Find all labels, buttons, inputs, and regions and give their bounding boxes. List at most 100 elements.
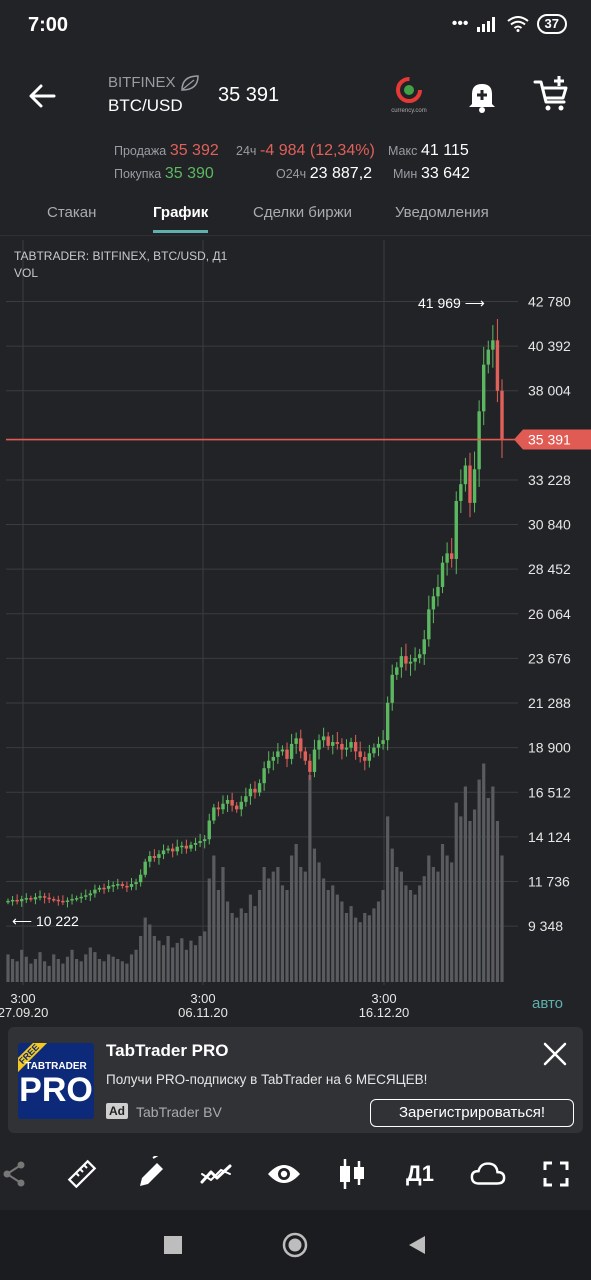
candle-body	[88, 893, 93, 896]
volume-bar	[358, 922, 362, 982]
volume-bar	[450, 862, 454, 982]
cart-plus-icon[interactable]	[532, 74, 572, 114]
volume-bar	[340, 901, 344, 982]
share-button[interactable]	[0, 1156, 32, 1192]
volume-bar	[395, 867, 399, 982]
candle-body	[84, 895, 88, 897]
volume-value: 23 887,2	[309, 165, 373, 182]
status-icons: ••• 37	[452, 14, 567, 34]
candle-body	[271, 757, 275, 761]
back-nav-icon[interactable]	[407, 1235, 427, 1255]
tab-order-book[interactable]: Стакан	[47, 204, 97, 221]
volume-bar	[312, 848, 317, 982]
volume-bar	[390, 848, 394, 982]
volume-bar	[93, 952, 97, 982]
candle-body	[363, 757, 367, 761]
y-tick-label: 42 780	[528, 293, 571, 309]
close-icon[interactable]	[542, 1041, 568, 1067]
candlestick-chart[interactable]: 42 780 40 392 38 004 33 228 30 840 28 452 26 0…	[0, 240, 591, 1020]
volume-bar	[75, 959, 79, 982]
volume-bar	[189, 940, 193, 982]
chart-type-button[interactable]	[334, 1156, 370, 1192]
current-price: 35 391	[218, 84, 280, 106]
volume-bar	[349, 906, 353, 982]
volume-bar	[125, 963, 129, 982]
home-icon[interactable]	[282, 1232, 308, 1258]
volume-bar	[244, 913, 248, 982]
volume-bar	[184, 949, 188, 982]
change-value: -4 984 (12,34%)	[260, 142, 375, 159]
back-arrow-icon[interactable]	[24, 78, 60, 114]
pencil-icon	[140, 1156, 163, 1186]
candle-body	[129, 884, 134, 887]
currency-com-logo[interactable]: currency.com	[386, 74, 432, 120]
candle-body	[97, 887, 102, 890]
sell-label: Продажа	[114, 144, 167, 158]
candle-body	[262, 768, 266, 784]
recents-icon[interactable]	[163, 1235, 183, 1255]
x-tick-date: 16.12.20	[359, 1005, 410, 1020]
candle-body	[408, 661, 413, 664]
volume-bar	[376, 901, 381, 982]
candle-body	[381, 740, 385, 744]
ad-banner[interactable]: FREE TABTRADER PRO TabTrader PRO Получи …	[8, 1027, 583, 1133]
indicators-button[interactable]	[198, 1156, 234, 1192]
volume-bar	[491, 786, 495, 982]
volume-bar	[29, 963, 33, 982]
volume-bar	[363, 913, 367, 982]
volume-bar	[230, 913, 234, 982]
leaf-icon	[181, 75, 199, 91]
visibility-button[interactable]	[266, 1156, 302, 1192]
volume-bar	[47, 965, 51, 982]
buy-label: Покупка	[114, 167, 162, 181]
tab-alerts[interactable]: Уведомления	[395, 204, 489, 221]
candle-body	[212, 807, 216, 821]
volume-bar	[143, 917, 147, 982]
change-label: 24ч	[236, 144, 257, 158]
volume-bar	[322, 878, 326, 982]
volume-bar	[257, 890, 262, 982]
tab-trades[interactable]: Сделки биржи	[253, 204, 353, 221]
register-button[interactable]: Зарегистрироваться!	[370, 1099, 574, 1127]
candle-body	[331, 742, 335, 746]
cloud-button[interactable]	[470, 1156, 506, 1192]
candle-body	[308, 760, 312, 772]
volume-bar	[198, 936, 202, 982]
volume-bar	[88, 947, 92, 982]
dots-icon: •••	[451, 15, 469, 32]
candle-body	[289, 743, 294, 759]
candle-body	[486, 349, 490, 365]
min-price-annotation: ⟵ 10 222	[12, 913, 79, 929]
candle-body	[29, 898, 33, 900]
y-tick-label: 14 124	[528, 829, 571, 845]
candle-body	[74, 898, 79, 900]
x-tick-time: 3:00	[10, 991, 35, 1006]
max-stat: Макс 41 115	[388, 142, 469, 160]
volume-bar	[38, 952, 42, 982]
candle-body	[440, 562, 445, 587]
fullscreen-button[interactable]	[538, 1156, 574, 1192]
ruler-button[interactable]	[64, 1156, 100, 1192]
timeframe-button[interactable]: Д1	[406, 1161, 434, 1186]
volume-bar	[482, 763, 486, 982]
bell-plus-icon[interactable]	[462, 76, 502, 116]
price-chart[interactable]: 42 780 40 392 38 004 33 228 30 840 28 452 26 0…	[0, 240, 591, 1020]
candle-body	[138, 874, 143, 883]
volume-bar	[335, 894, 339, 982]
draw-button[interactable]	[132, 1156, 168, 1192]
candle-body	[454, 501, 458, 559]
volume-bar	[454, 802, 458, 982]
ad-logo: FREE TABTRADER PRO	[18, 1043, 94, 1119]
wifi-icon	[506, 16, 529, 32]
candle-body	[239, 801, 243, 810]
candle-body	[417, 654, 422, 658]
current-price-label: 35 391	[528, 432, 571, 448]
tab-bar: Стакан График Сделки биржи Уведомления	[0, 192, 591, 236]
volume-bar	[225, 901, 230, 982]
candle-body	[253, 788, 257, 793]
tab-chart[interactable]: График	[153, 204, 209, 221]
candle-body	[166, 848, 170, 851]
ad-badge: Ad	[106, 1103, 128, 1119]
trading-pair[interactable]: BTC/USD	[108, 96, 183, 115]
candle-body	[427, 609, 431, 640]
